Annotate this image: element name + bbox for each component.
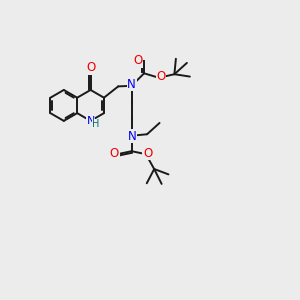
Text: N: N bbox=[86, 116, 95, 126]
Text: O: O bbox=[133, 54, 142, 67]
Text: O: O bbox=[143, 147, 152, 160]
Text: H: H bbox=[92, 119, 100, 129]
Text: N: N bbox=[128, 130, 136, 143]
Text: N: N bbox=[127, 77, 136, 91]
Text: O: O bbox=[110, 147, 119, 160]
Text: O: O bbox=[156, 70, 165, 83]
Text: O: O bbox=[86, 61, 95, 74]
